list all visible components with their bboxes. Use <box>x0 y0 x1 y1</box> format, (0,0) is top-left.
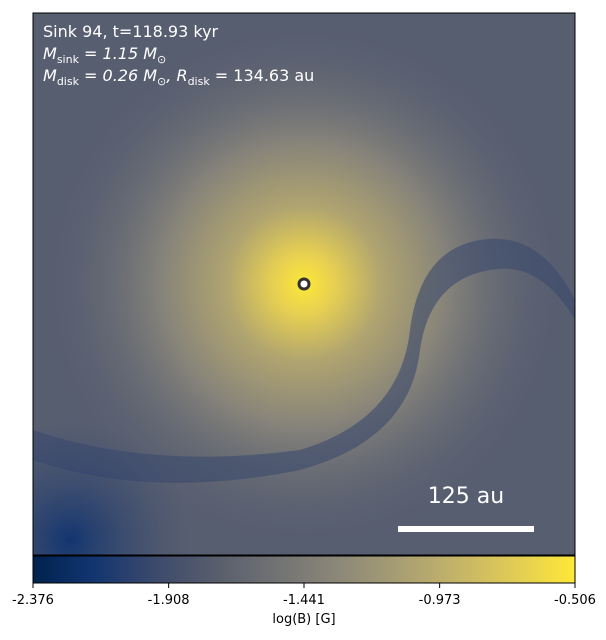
annotation: Msink = 1.15 M⊙ <box>43 44 166 66</box>
tick-label: -0.506 <box>554 593 596 608</box>
annotation-part: , R <box>166 66 187 85</box>
annotation-part: = 134.63 au <box>210 66 315 85</box>
annotation-part: Sink 94, t=118.93 kyr <box>43 22 219 41</box>
annotation: Sink 94, t=118.93 kyr <box>43 22 219 41</box>
tick-label: -1.908 <box>148 593 190 608</box>
scale-bar <box>398 526 534 532</box>
annotation-part: = 0.26 M <box>79 66 157 85</box>
tick-label: -2.376 <box>12 593 54 608</box>
subscript: disk <box>57 75 80 88</box>
annotation-part: M <box>43 44 57 63</box>
tick-label: -0.973 <box>419 593 461 608</box>
annotation: Mdisk = 0.26 M⊙, Rdisk = 134.63 au <box>43 66 314 88</box>
colorbar-ticks: -2.376 -1.908 -1.441 -0.973 -0.506 <box>12 583 596 608</box>
colorbar-label: log(B) [G] <box>272 612 335 627</box>
tick-label: -1.441 <box>283 593 325 608</box>
scale-bar-label: 125 au <box>428 484 504 509</box>
colorbar <box>32 555 576 584</box>
annotation-part: = 1.15 M <box>79 44 157 63</box>
sink-marker <box>297 277 311 291</box>
annotation-part: M <box>43 66 57 85</box>
subscript: disk <box>188 75 211 88</box>
subscript: ⊙ <box>157 53 166 66</box>
subscript: sink <box>57 53 80 66</box>
subscript: ⊙ <box>157 75 166 88</box>
